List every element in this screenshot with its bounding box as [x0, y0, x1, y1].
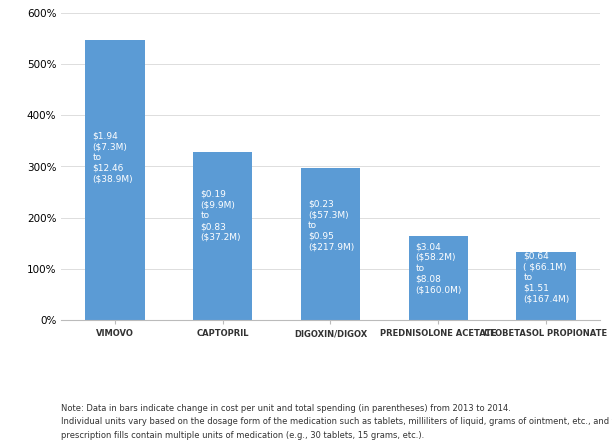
- Text: Note: Data in bars indicate change in cost per unit and total spending (in paren: Note: Data in bars indicate change in co…: [61, 404, 612, 440]
- Bar: [86, 40, 144, 320]
- Text: $0.64
( $66.1M)
to
$1.51
($167.4M): $0.64 ( $66.1M) to $1.51 ($167.4M): [523, 252, 570, 304]
- Bar: [193, 152, 252, 320]
- Text: $0.19
($9.9M)
to
$0.83
($37.2M): $0.19 ($9.9M) to $0.83 ($37.2M): [200, 190, 241, 242]
- Text: $0.23
($57.3M)
to
$0.95
($217.9M): $0.23 ($57.3M) to $0.95 ($217.9M): [308, 200, 354, 252]
- Text: $1.94
($7.3M)
to
$12.46
($38.9M): $1.94 ($7.3M) to $12.46 ($38.9M): [92, 132, 133, 184]
- Text: $3.04
($58.2M)
to
$8.08
($160.0M): $3.04 ($58.2M) to $8.08 ($160.0M): [416, 242, 462, 294]
- Bar: [517, 252, 575, 320]
- Bar: [409, 237, 468, 320]
- Bar: [301, 168, 360, 320]
